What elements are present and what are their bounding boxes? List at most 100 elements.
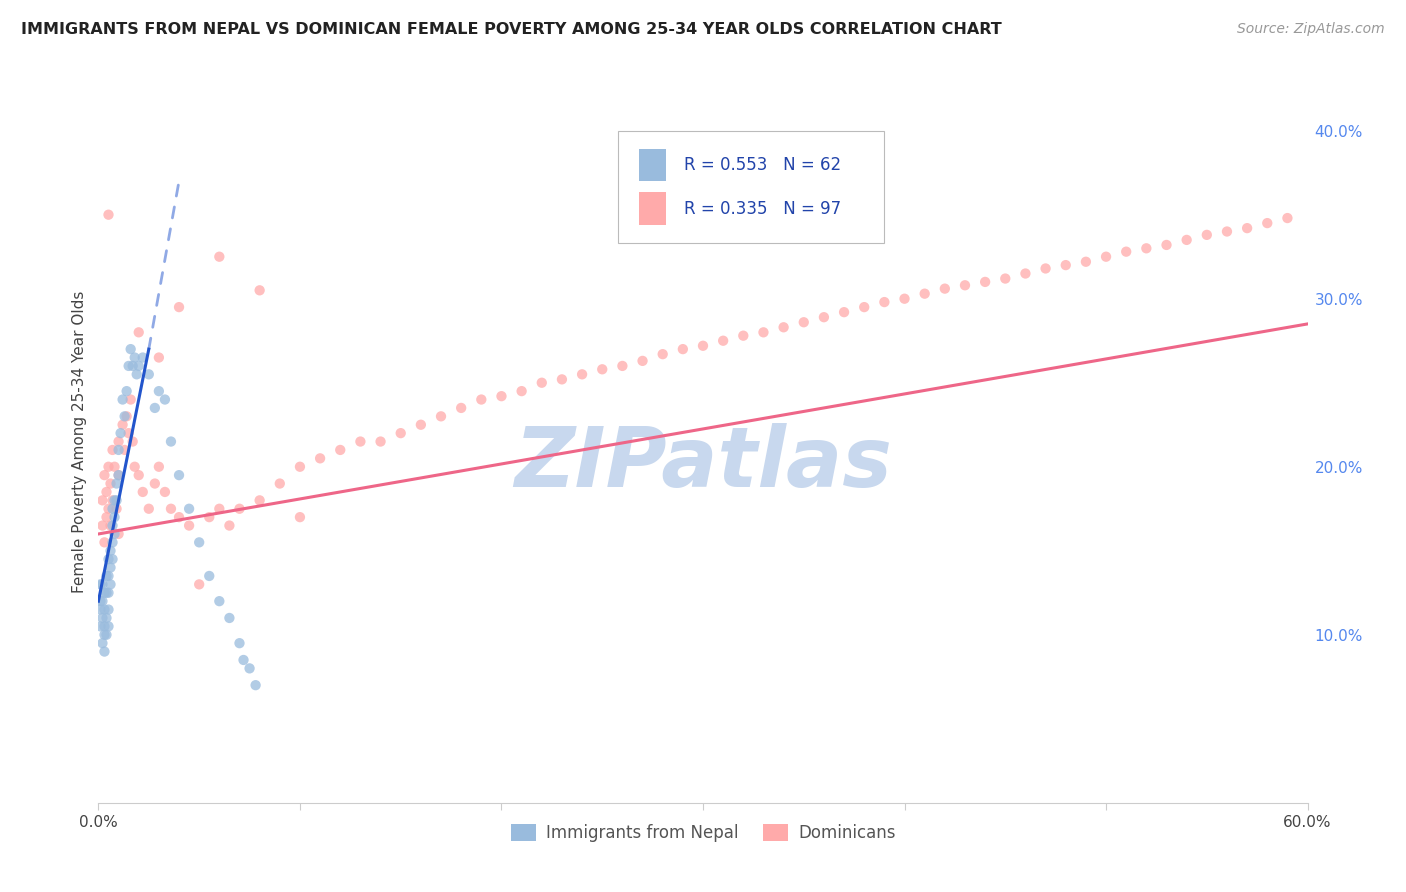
FancyBboxPatch shape bbox=[638, 193, 665, 225]
Point bbox=[249, 283, 271, 297]
Point bbox=[143, 401, 166, 415]
Point bbox=[124, 351, 146, 365]
Point bbox=[118, 426, 141, 441]
Point bbox=[198, 569, 221, 583]
Point bbox=[591, 362, 613, 376]
Point bbox=[96, 510, 118, 524]
Text: ZIPatlas: ZIPatlas bbox=[515, 423, 891, 504]
Point bbox=[160, 501, 183, 516]
Point bbox=[114, 409, 136, 424]
Point bbox=[91, 611, 114, 625]
Point bbox=[89, 619, 111, 633]
Point bbox=[1216, 225, 1239, 239]
Point bbox=[692, 339, 714, 353]
Point bbox=[914, 286, 936, 301]
Point bbox=[733, 328, 755, 343]
Text: R = 0.553   N = 62: R = 0.553 N = 62 bbox=[683, 156, 841, 174]
Point bbox=[510, 384, 533, 398]
Point bbox=[100, 476, 122, 491]
Point bbox=[132, 485, 155, 500]
Point bbox=[97, 459, 120, 474]
Point bbox=[167, 468, 190, 483]
Point bbox=[115, 409, 138, 424]
Point bbox=[148, 384, 170, 398]
Point bbox=[97, 501, 120, 516]
Point bbox=[160, 434, 183, 449]
Point bbox=[114, 442, 136, 457]
Point bbox=[179, 501, 201, 516]
Point bbox=[93, 619, 115, 633]
Point bbox=[1195, 227, 1218, 242]
Point bbox=[143, 476, 166, 491]
Point bbox=[121, 359, 143, 373]
Point bbox=[832, 305, 855, 319]
Point bbox=[430, 409, 453, 424]
Point bbox=[89, 602, 111, 616]
Point bbox=[148, 351, 170, 365]
Point bbox=[651, 347, 673, 361]
Point bbox=[893, 292, 915, 306]
Point bbox=[100, 543, 122, 558]
Point bbox=[103, 527, 125, 541]
FancyBboxPatch shape bbox=[619, 131, 884, 243]
Point bbox=[793, 315, 815, 329]
Point bbox=[239, 661, 262, 675]
Point bbox=[218, 518, 240, 533]
Point bbox=[100, 577, 122, 591]
Point bbox=[97, 208, 120, 222]
Point bbox=[101, 535, 124, 549]
Point bbox=[97, 602, 120, 616]
Point bbox=[228, 636, 250, 650]
Point bbox=[120, 392, 142, 407]
Point bbox=[93, 644, 115, 658]
Point bbox=[1277, 211, 1299, 225]
Point bbox=[93, 628, 115, 642]
Point bbox=[329, 442, 352, 457]
Point bbox=[249, 493, 271, 508]
Point bbox=[101, 493, 124, 508]
Point bbox=[752, 326, 775, 340]
Point bbox=[148, 459, 170, 474]
Point bbox=[208, 594, 231, 608]
Point bbox=[1236, 221, 1258, 235]
Point bbox=[110, 426, 132, 441]
Point bbox=[125, 368, 148, 382]
Point bbox=[188, 577, 211, 591]
Point bbox=[91, 518, 114, 533]
Point bbox=[188, 535, 211, 549]
Point bbox=[101, 442, 124, 457]
Point bbox=[1256, 216, 1278, 230]
Point bbox=[288, 459, 311, 474]
Point bbox=[120, 342, 142, 356]
Point bbox=[167, 510, 190, 524]
Point bbox=[96, 586, 118, 600]
Point bbox=[245, 678, 267, 692]
Point bbox=[612, 359, 634, 373]
Point bbox=[813, 310, 835, 325]
Point bbox=[101, 501, 124, 516]
Y-axis label: Female Poverty Among 25-34 Year Olds: Female Poverty Among 25-34 Year Olds bbox=[72, 291, 87, 592]
Point bbox=[153, 485, 176, 500]
Point bbox=[309, 451, 332, 466]
Point bbox=[107, 468, 129, 483]
Point bbox=[91, 636, 114, 650]
Point bbox=[470, 392, 492, 407]
Point bbox=[97, 619, 120, 633]
Point bbox=[349, 434, 371, 449]
Point bbox=[1095, 250, 1118, 264]
Point bbox=[89, 594, 111, 608]
Point bbox=[91, 493, 114, 508]
Point bbox=[105, 501, 128, 516]
Point bbox=[218, 611, 240, 625]
Point bbox=[198, 510, 221, 524]
Point bbox=[409, 417, 432, 432]
Point bbox=[530, 376, 553, 390]
Point bbox=[121, 434, 143, 449]
Point bbox=[208, 501, 231, 516]
Point bbox=[934, 282, 956, 296]
Point bbox=[288, 510, 311, 524]
Point bbox=[450, 401, 472, 415]
Point bbox=[97, 569, 120, 583]
Point bbox=[232, 653, 254, 667]
Point bbox=[551, 372, 574, 386]
